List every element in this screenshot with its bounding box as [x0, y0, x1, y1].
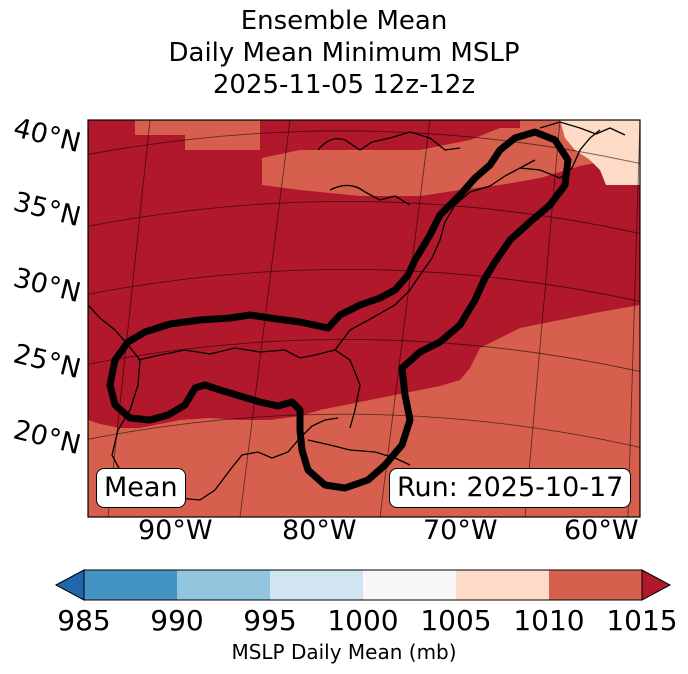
colorbar — [54, 569, 672, 601]
map-frame — [87, 119, 641, 518]
field-1015-band — [88, 120, 640, 428]
colorbar-tick-1015: 1015 — [606, 604, 678, 637]
title-line-1: Ensemble Mean — [240, 6, 448, 36]
field-1010-sw — [88, 440, 120, 455]
colorbar-bin-985-990 — [84, 570, 177, 600]
run-label-box: Run: 2025-10-17 — [389, 468, 632, 508]
colorbar-label: MSLP Daily Mean (mb) — [231, 640, 457, 664]
colorbar-tick-1005: 1005 — [420, 604, 492, 637]
colorbar-tick-985: 985 — [57, 604, 111, 637]
colorbar-bin-1010-1015 — [549, 570, 642, 600]
colorbar-bin-1000-1005 — [363, 570, 456, 600]
colorbar-extend-high — [641, 569, 672, 601]
colorbar-tick-1010: 1010 — [513, 604, 585, 637]
colorbar-bin-1005-1010 — [456, 570, 549, 600]
colorbar-bin-995-1000 — [270, 570, 363, 600]
mean-label-box: Mean — [96, 468, 186, 508]
colorbar-tick-1000: 1000 — [327, 604, 399, 637]
region-contour — [106, 128, 572, 492]
colorbar-tick-990: 990 — [150, 604, 204, 637]
title-line-3: 2025-11-05 12z-12z — [212, 70, 476, 100]
lon-label-70w: 70°W — [423, 515, 498, 546]
colorbar-frame — [83, 569, 643, 601]
lon-label-80w: 80°W — [282, 515, 357, 546]
lon-label-60w: 60°W — [564, 515, 639, 546]
colorbar-bin-990-995 — [177, 570, 270, 600]
title-line-2: Daily Mean Minimum MSLP — [168, 38, 520, 68]
lon-label-90w: 90°W — [138, 515, 213, 546]
colorbar-tick-995: 995 — [243, 604, 297, 637]
colorbar-extend-low — [54, 569, 85, 601]
field-1005-1010-ne — [560, 120, 640, 185]
